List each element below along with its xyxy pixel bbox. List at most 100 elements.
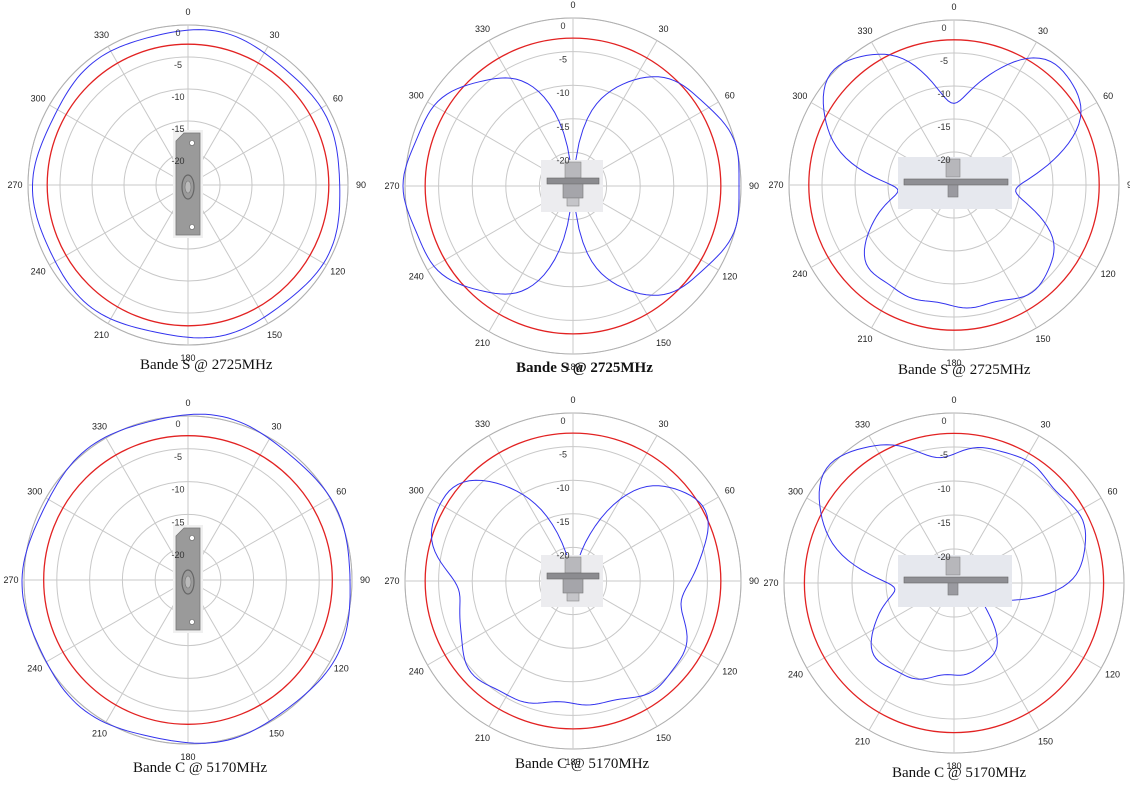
angle-tick-label: 90 — [1127, 180, 1130, 190]
reference-circle — [424, 37, 722, 335]
radial-tick-label: 0 — [560, 416, 565, 426]
polar-chart: 0-5-10-15-200306090120150180210240270300… — [384, 0, 759, 372]
antenna-image — [898, 157, 1012, 209]
chart-caption: Bande S @ 2725MHz — [140, 357, 273, 373]
radiation-pattern-series — [818, 444, 1087, 680]
angle-tick-label: 240 — [27, 664, 42, 674]
angle-tick-label: 270 — [7, 180, 22, 190]
antenna-image — [173, 130, 203, 238]
radial-tick-label: -15 — [171, 124, 184, 134]
angle-tick-label: 60 — [336, 487, 346, 497]
angle-tick-label: 180 — [946, 358, 961, 368]
radial-tick-label: 0 — [175, 419, 180, 429]
angle-tick-label: 150 — [1038, 736, 1053, 746]
reference-circle — [46, 43, 330, 327]
chart-caption: Bande C @ 5170MHz — [133, 760, 268, 776]
angle-tick-label: 0 — [185, 398, 190, 408]
angle-tick-label: 270 — [384, 181, 399, 191]
angle-tick-label: 120 — [330, 267, 345, 277]
angle-tick-label: 0 — [570, 0, 575, 10]
angle-tick-label: 30 — [269, 30, 279, 40]
radial-tick-label: -20 — [171, 156, 184, 166]
radial-tick-label: -15 — [937, 518, 950, 528]
radial-tick-label: 0 — [941, 23, 946, 33]
reference-circle — [803, 432, 1105, 734]
angle-tick-label: 270 — [768, 180, 783, 190]
radial-tick-label: -20 — [556, 155, 569, 165]
antenna-image — [541, 160, 603, 212]
angle-tick-label: 0 — [570, 395, 575, 405]
angle-tick-label: 210 — [94, 330, 109, 340]
radial-tick-label: -15 — [937, 122, 950, 132]
angle-tick-label: 210 — [857, 334, 872, 344]
angle-tick-label: 30 — [658, 419, 668, 429]
radiation-pattern-series — [430, 479, 709, 706]
angle-tick-label: 90 — [749, 181, 759, 191]
angle-tick-label: 300 — [409, 91, 424, 101]
angle-tick-label: 210 — [475, 733, 490, 743]
radial-tick-label: -10 — [556, 88, 569, 98]
radial-tick-label: -10 — [937, 484, 950, 494]
angle-tick-label: 0 — [951, 395, 956, 405]
angle-tick-label: 330 — [857, 26, 872, 36]
angle-tick-label: 30 — [271, 422, 281, 432]
angle-tick-label: 30 — [1040, 420, 1050, 430]
angle-tick-label: 150 — [267, 330, 282, 340]
angle-tick-label: 150 — [269, 728, 284, 738]
grid-spoke — [187, 579, 331, 663]
polar-chart-panel: 0 -5 -10 -15 -20 0 30 60 90 120 150 180 210 240 270 300… — [0, 386, 382, 774]
radial-tick-label: 0 — [560, 21, 565, 31]
polar-chart: 0-5-10-15-200306090120150180210240270300… — [768, 2, 1130, 368]
angle-tick-label: 300 — [788, 487, 803, 497]
polar-grid — [27, 24, 349, 346]
radial-tick-label: -5 — [174, 452, 182, 462]
polar-chart: 0-5-10-15-200306090120150180210240270300… — [763, 395, 1125, 771]
grid-spoke — [187, 497, 331, 581]
angle-tick-label: 90 — [749, 576, 759, 586]
angle-tick-label: 330 — [475, 419, 490, 429]
angle-tick-label: 120 — [334, 664, 349, 674]
radial-tick-label: -20 — [171, 550, 184, 560]
chart-caption: Bande S @ 2725MHz — [898, 362, 1031, 378]
angle-tick-label: 210 — [855, 736, 870, 746]
angle-tick-label: 240 — [409, 667, 424, 677]
radiation-pattern-series — [21, 413, 351, 744]
radial-tick-label: -5 — [940, 56, 948, 66]
polar-chart-panel: 0 -5 -10 -15 -20 0 30 60 90 120 150 180 210 240 270 300… — [375, 383, 771, 779]
radial-tick-label: 0 — [175, 28, 180, 38]
grid-spoke — [49, 184, 189, 266]
radial-tick-label: -20 — [937, 155, 950, 165]
angle-tick-label: 180 — [946, 761, 961, 771]
grid-spoke — [45, 497, 189, 581]
angle-tick-label: 150 — [1035, 334, 1050, 344]
angle-tick-label: 300 — [409, 486, 424, 496]
angle-tick-label: 0 — [951, 2, 956, 12]
angle-tick-label: 90 — [356, 180, 366, 190]
polar-chart-panel: 0 -5 -10 -15 -20 0 30 60 90 120 150 180 210 240 270 300… — [375, 0, 771, 384]
polar-chart: 0-5-10-15-200306090120150180210240270300… — [3, 398, 370, 762]
angle-tick-label: 180 — [180, 353, 195, 363]
radial-tick-label: -5 — [559, 450, 567, 460]
angle-tick-label: 330 — [475, 24, 490, 34]
angle-tick-label: 210 — [475, 338, 490, 348]
angle-tick-label: 300 — [792, 91, 807, 101]
radial-tick-label: -20 — [937, 552, 950, 562]
antenna-image — [541, 555, 603, 607]
radiation-pattern-series — [32, 29, 341, 339]
angle-tick-label: 180 — [180, 752, 195, 762]
chart-caption: Bande C @ 5170MHz — [515, 756, 650, 772]
angle-tick-label: 180 — [565, 757, 580, 767]
angle-tick-label: 330 — [92, 422, 107, 432]
angle-tick-label: 330 — [94, 30, 109, 40]
reference-circle — [808, 39, 1100, 331]
radial-tick-label: -5 — [559, 55, 567, 65]
angle-tick-label: 270 — [384, 576, 399, 586]
angle-tick-label: 60 — [333, 94, 343, 104]
angle-tick-label: 150 — [656, 733, 671, 743]
angle-tick-label: 150 — [656, 338, 671, 348]
angle-tick-label: 120 — [722, 272, 737, 282]
angle-tick-label: 270 — [3, 575, 18, 585]
angle-tick-label: 60 — [725, 91, 735, 101]
grid-spoke — [49, 104, 189, 186]
radial-tick-label: -15 — [556, 122, 569, 132]
